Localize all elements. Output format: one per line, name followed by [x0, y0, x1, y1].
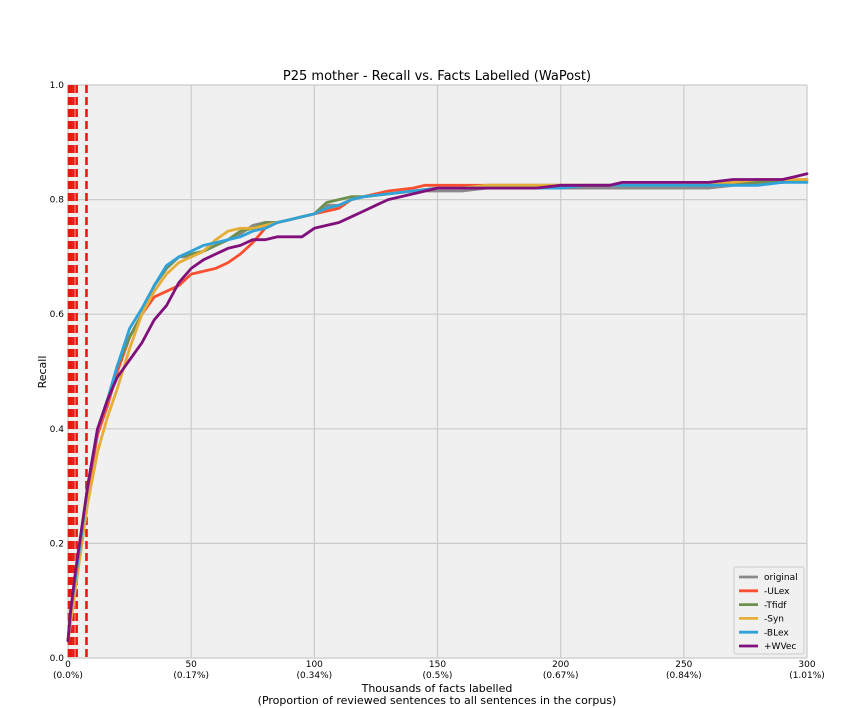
y-axis-ticks: 0.0 0.2 0.4 0.6 0.8 1.0: [50, 81, 65, 664]
x-axis-title: Thousands of facts labelled: [361, 682, 513, 695]
y-tick-label: 0.2: [50, 539, 64, 549]
x-tick-sublabel: (0.67%): [543, 671, 579, 681]
legend-label: original: [764, 573, 798, 583]
x-tick-label: 100: [306, 660, 323, 670]
y-tick-label: 0.4: [50, 425, 65, 435]
chart-title: P25 mother - Recall vs. Facts Labelled (…: [283, 69, 591, 84]
series-line-wvec: [66, 172, 809, 643]
y-axis-title: Recall: [36, 356, 49, 389]
x-tick-label: 300: [798, 660, 815, 670]
x-tick-sublabel: (0.84%): [666, 671, 702, 681]
x-tick-sublabel: (0.5%): [423, 671, 453, 681]
y-tick-label: 0.6: [50, 310, 65, 320]
x-tick-label: 250: [675, 660, 692, 670]
series-lines: [66, 172, 809, 643]
legend-label: -ULex: [764, 587, 790, 597]
x-tick-label: 150: [429, 660, 446, 670]
x-tick-label: 0: [65, 660, 71, 670]
y-tick-label: 1.0: [50, 81, 65, 91]
x-tick-label: 200: [552, 660, 569, 670]
legend-label: -BLex: [764, 628, 789, 638]
x-tick-label: 50: [185, 660, 197, 670]
y-tick-label: 0.0: [50, 654, 65, 664]
grid-lines: [67, 84, 808, 659]
x-tick-sublabel: (0.34%): [297, 671, 333, 681]
x-tick-sublabel: (0.17%): [173, 671, 209, 681]
x-axis-ticks: 0(0.0%)50(0.17%)100(0.34%)150(0.5%)200(0…: [53, 660, 825, 681]
series-line-blex: [66, 180, 809, 643]
legend: original -ULex -Tfidf -Syn -BLex +WVec: [733, 566, 805, 655]
y-tick-label: 0.8: [50, 196, 65, 206]
legend-label: -Syn: [764, 615, 784, 625]
x-tick-sublabel: (1.01%): [789, 671, 825, 681]
x-axis-subtitle: (Proportion of reviewed sentences to all…: [258, 694, 617, 707]
legend-label: +WVec: [764, 642, 796, 652]
legend-label: -Tfidf: [764, 601, 787, 611]
x-tick-sublabel: (0.0%): [53, 671, 83, 681]
